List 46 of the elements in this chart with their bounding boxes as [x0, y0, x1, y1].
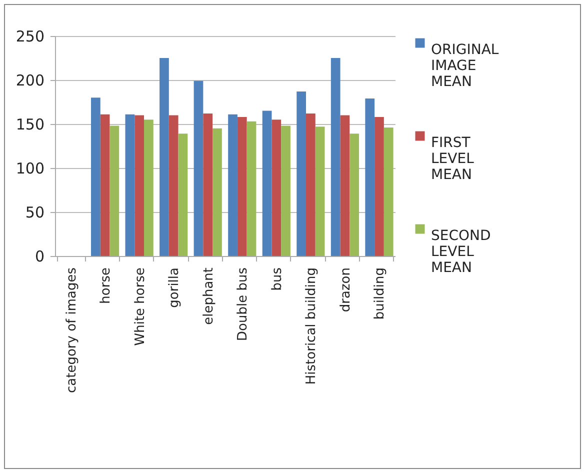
bar	[315, 126, 325, 256]
bar	[90, 98, 100, 256]
x-tick-label: building	[372, 268, 388, 320]
bar	[330, 58, 340, 256]
x-tick-label: category of images	[64, 267, 80, 394]
bar	[203, 113, 213, 256]
bar	[100, 114, 110, 256]
x-tick-label: Historical building	[304, 268, 320, 385]
legend-label: SECOND LEVEL MEAN	[431, 228, 491, 276]
bar	[281, 126, 290, 256]
bar	[228, 114, 238, 256]
bar	[246, 121, 256, 256]
bar	[212, 128, 222, 256]
x-tick-label: bus	[270, 267, 285, 291]
bar	[365, 98, 375, 256]
x-tick-label: gorilla	[167, 268, 182, 308]
bar	[237, 116, 247, 256]
x-tick-label: drazon	[338, 268, 354, 312]
x-tick-label: elephant	[201, 268, 216, 325]
y-tick-label: 100	[16, 160, 44, 178]
legend-label: ORIGINAL IMAGE MEAN	[431, 42, 499, 90]
bar	[194, 80, 204, 256]
y-tick-label: 50	[25, 204, 44, 222]
bar	[384, 128, 394, 256]
bar	[125, 114, 135, 256]
y-tick-label: 200	[16, 72, 44, 90]
bar	[160, 58, 169, 256]
bar	[340, 115, 350, 256]
bar	[168, 115, 178, 256]
bar	[296, 91, 306, 256]
x-tick-label: Double bus	[236, 267, 251, 341]
bar	[306, 113, 316, 256]
y-tick-label: 0	[34, 248, 44, 266]
bar	[350, 134, 360, 256]
bar	[262, 110, 272, 256]
bar	[272, 120, 282, 256]
bar	[374, 116, 384, 256]
bar	[134, 115, 144, 256]
x-tick-label: horse	[98, 268, 114, 304]
y-tick-label: 150	[16, 116, 44, 134]
y-tick-label: 250	[16, 28, 44, 46]
bar	[144, 120, 154, 256]
bar	[178, 134, 188, 256]
bar	[110, 126, 120, 256]
x-tick-label: White horse	[132, 268, 148, 346]
legend-label: FIRST LEVEL MEAN	[431, 135, 474, 183]
